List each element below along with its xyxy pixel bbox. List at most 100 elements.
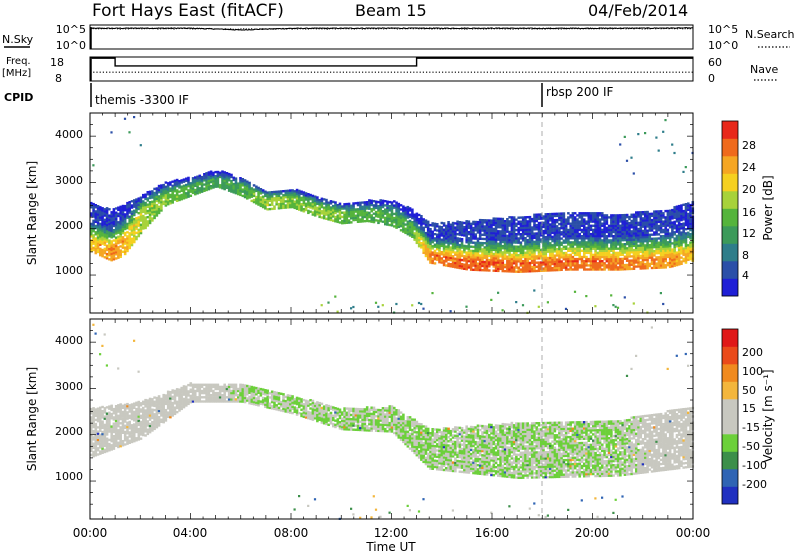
power-cell	[689, 214, 692, 217]
power-cell	[485, 219, 489, 222]
power-cell	[562, 218, 566, 221]
power-cell	[549, 215, 552, 218]
power-cell	[530, 251, 534, 254]
power-cell	[248, 183, 251, 187]
power-cell	[153, 216, 156, 220]
power-cell	[289, 201, 292, 205]
beam-title: Beam 15	[355, 1, 427, 20]
power-cell	[490, 225, 493, 229]
power-cell	[266, 197, 269, 201]
power-cell	[417, 217, 421, 221]
power-cell	[684, 240, 688, 243]
power-cell	[668, 219, 672, 223]
power-cell	[601, 260, 604, 263]
power-cell	[472, 262, 475, 265]
power-cell	[370, 220, 373, 223]
power-cell	[603, 224, 606, 227]
power-cell	[103, 237, 107, 240]
power-cell	[607, 239, 611, 242]
power-cell	[628, 251, 631, 254]
power-cell	[318, 205, 321, 208]
power-cell	[196, 179, 199, 182]
power-cell	[625, 215, 629, 219]
power-cell	[415, 223, 419, 226]
power-cell	[551, 260, 554, 264]
power-cell	[101, 234, 104, 237]
power-cell	[503, 257, 507, 260]
noise-tick-left-top: 10^5	[56, 23, 86, 36]
power-cell	[96, 234, 100, 237]
power-cell	[474, 229, 477, 232]
power-cell	[517, 260, 520, 263]
power-cell	[530, 261, 534, 265]
power-cell	[429, 232, 432, 235]
power-cell	[216, 183, 220, 186]
power-cell	[119, 220, 122, 223]
power-cell	[137, 212, 141, 215]
power-cell	[433, 258, 437, 261]
velocity-cell	[121, 427, 125, 430]
power-cell	[117, 227, 120, 230]
power-cell	[657, 260, 661, 263]
power-cell	[320, 216, 324, 219]
power-cell	[497, 253, 500, 256]
power-cell	[598, 230, 602, 234]
velocity-cell	[92, 423, 95, 427]
power-cell	[153, 191, 156, 195]
power-cell	[108, 245, 111, 248]
power-cell	[121, 244, 125, 247]
power-cell	[510, 239, 514, 242]
power-cell	[653, 260, 656, 263]
power-cell	[553, 264, 557, 268]
power-cell	[286, 206, 290, 209]
power-cell	[130, 210, 134, 213]
power-cell	[488, 265, 491, 268]
power-cell	[117, 239, 120, 243]
power-cell	[571, 249, 575, 252]
power-cell	[426, 228, 430, 232]
velocity-cell	[103, 440, 107, 443]
power-cell	[259, 198, 263, 201]
power-cell	[648, 216, 652, 220]
power-cell	[395, 211, 398, 215]
power-cell	[655, 218, 658, 222]
power-cell	[521, 266, 525, 269]
power-cell	[191, 191, 195, 195]
power-cell	[377, 207, 380, 210]
power-cell	[562, 239, 566, 242]
power-cell	[110, 131, 113, 134]
power-cell	[166, 196, 170, 200]
velocity-cell	[105, 439, 109, 442]
power-cell	[551, 231, 554, 234]
power-cell	[612, 218, 615, 221]
power-cell	[684, 166, 687, 169]
power-cell	[687, 250, 690, 253]
power-cell	[551, 212, 554, 216]
power-cell	[465, 238, 468, 242]
power-cell	[198, 191, 202, 194]
power-cell	[123, 240, 127, 243]
power-cell	[567, 260, 570, 263]
power-cell	[361, 216, 364, 219]
power-cell	[524, 268, 527, 271]
power-cell	[103, 251, 107, 255]
power-cell	[214, 183, 217, 186]
power-cell	[469, 233, 473, 236]
power-cell	[535, 244, 539, 248]
power-cell	[499, 265, 502, 269]
power-cell	[680, 239, 683, 243]
power-cell	[607, 251, 611, 255]
power-cell	[655, 222, 658, 226]
power-cell	[282, 204, 285, 207]
power-cell	[386, 208, 389, 212]
power-cell	[433, 226, 437, 230]
power-cell	[646, 231, 649, 234]
power-cell	[119, 251, 122, 254]
power-cell	[510, 259, 514, 263]
power-cell	[533, 226, 536, 229]
power-cell	[546, 227, 550, 230]
power-cell	[420, 217, 423, 220]
power-cell	[668, 217, 672, 221]
power-cell	[585, 251, 588, 255]
power-cell	[542, 246, 545, 249]
